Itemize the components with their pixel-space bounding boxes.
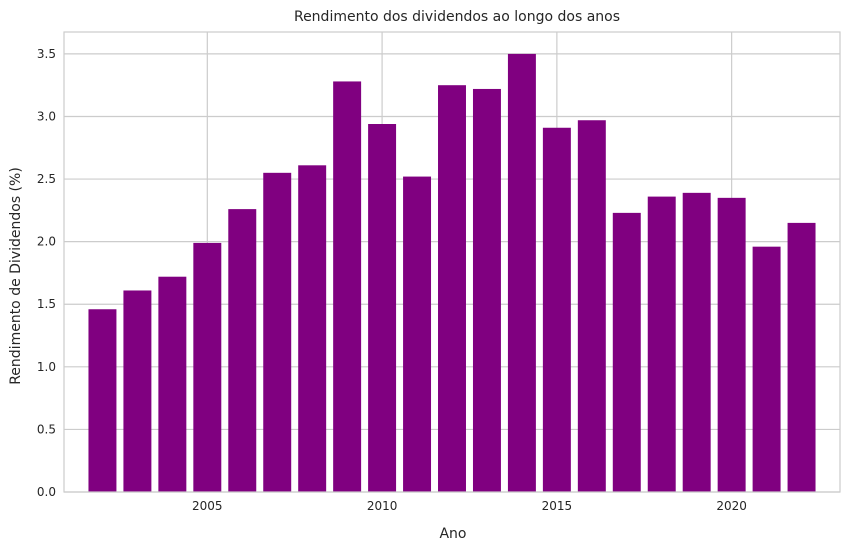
y-tick-label: 2.5 (37, 172, 56, 186)
bar (577, 120, 606, 492)
bar (403, 176, 432, 493)
bar (193, 242, 222, 492)
bar (438, 85, 466, 493)
bar (647, 196, 676, 492)
plot-frame (63, 31, 841, 493)
y-tick-label: 3.5 (37, 47, 56, 61)
bar (333, 81, 362, 493)
y-tick-label: 0.5 (37, 422, 56, 436)
bar (123, 290, 152, 492)
bar (472, 88, 501, 492)
bar (88, 309, 117, 492)
y-tick-label: 1.5 (37, 297, 56, 311)
x-tick-label: 2020 (716, 499, 747, 513)
bar (298, 165, 327, 492)
bar (787, 222, 816, 493)
bars-layer (88, 53, 816, 493)
bar (158, 276, 187, 492)
bar (368, 124, 397, 492)
y-tick-label: 3.0 (37, 109, 56, 123)
bar (612, 212, 641, 493)
y-tick-label: 1.0 (37, 360, 56, 374)
x-axis-label: Ano (439, 526, 466, 542)
chart-title: Rendimento dos dividendos ao longo dos a… (294, 9, 620, 25)
x-tick-label: 2010 (367, 499, 398, 513)
y-tick-label: 0.0 (37, 485, 56, 499)
x-tick-label: 2015 (542, 499, 573, 513)
ticks-layer: 0.0 0.5 1.0 1.5 2.0 2.5 3.0 3.5 2005 2010 2015 2020 (37, 47, 747, 513)
x-tick-label: 2005 (192, 499, 223, 513)
bar (752, 246, 781, 492)
bar (263, 172, 292, 492)
bar (228, 209, 257, 492)
y-axis-label: Rendimento de Dividendos (%) (8, 167, 24, 385)
bar (717, 197, 746, 492)
bar (542, 127, 571, 493)
bar (682, 192, 711, 492)
y-tick-label: 2.0 (37, 235, 56, 249)
bar (507, 53, 536, 493)
